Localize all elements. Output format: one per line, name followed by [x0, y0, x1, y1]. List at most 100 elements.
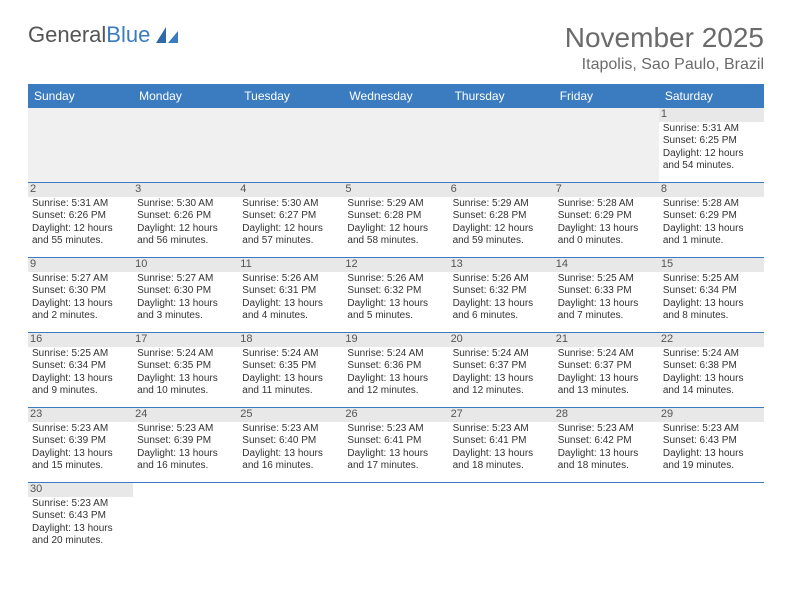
day-info-line: Daylight: 12 hours	[32, 223, 129, 236]
week-row: 2Sunrise: 5:31 AMSunset: 6:26 PMDaylight…	[28, 183, 764, 258]
weekday-header: Saturday	[659, 84, 764, 108]
day-info-line: Sunset: 6:33 PM	[558, 285, 655, 298]
day-info-line: and 10 minutes.	[137, 385, 234, 398]
day-cell: 11Sunrise: 5:26 AMSunset: 6:31 PMDayligh…	[238, 258, 343, 332]
location: Itapolis, Sao Paulo, Brazil	[565, 56, 764, 74]
week-row: 1Sunrise: 5:31 AMSunset: 6:25 PMDaylight…	[28, 108, 764, 183]
day-cell: 2Sunrise: 5:31 AMSunset: 6:26 PMDaylight…	[28, 183, 133, 257]
day-info-line: Sunrise: 5:28 AM	[663, 198, 760, 211]
day-info-line: Daylight: 13 hours	[32, 448, 129, 461]
day-info-line: and 11 minutes.	[242, 385, 339, 398]
day-info-line: and 16 minutes.	[137, 460, 234, 473]
day-info-line: Sunrise: 5:24 AM	[453, 348, 550, 361]
day-cell-empty	[238, 108, 343, 182]
day-info-line: Daylight: 13 hours	[558, 298, 655, 311]
day-cell-empty	[238, 483, 343, 557]
day-info-line: Sunrise: 5:28 AM	[558, 198, 655, 211]
day-info-line: and 20 minutes.	[32, 535, 129, 548]
weekday-header: Sunday	[28, 84, 133, 108]
day-cell: 23Sunrise: 5:23 AMSunset: 6:39 PMDayligh…	[28, 408, 133, 482]
day-info-line: Sunrise: 5:24 AM	[558, 348, 655, 361]
month-title: November 2025	[565, 22, 764, 54]
weekday-header: Monday	[133, 84, 238, 108]
day-info-line: Daylight: 13 hours	[347, 298, 444, 311]
day-cell-empty	[659, 483, 764, 557]
day-info-line: Daylight: 13 hours	[137, 448, 234, 461]
day-info-line: Sunset: 6:37 PM	[453, 360, 550, 373]
day-cell: 20Sunrise: 5:24 AMSunset: 6:37 PMDayligh…	[449, 333, 554, 407]
day-info-line: Daylight: 12 hours	[347, 223, 444, 236]
day-info-line: Sunrise: 5:23 AM	[347, 423, 444, 436]
day-info-line: Sunrise: 5:29 AM	[347, 198, 444, 211]
day-cell-empty	[343, 108, 448, 182]
day-number: 11	[238, 258, 343, 272]
day-info-line: Daylight: 13 hours	[137, 373, 234, 386]
day-info-line: Sunrise: 5:23 AM	[137, 423, 234, 436]
day-info-line: Daylight: 12 hours	[242, 223, 339, 236]
day-info-line: and 12 minutes.	[347, 385, 444, 398]
day-cell: 16Sunrise: 5:25 AMSunset: 6:34 PMDayligh…	[28, 333, 133, 407]
weekday-header: Wednesday	[343, 84, 448, 108]
week-row: 16Sunrise: 5:25 AMSunset: 6:34 PMDayligh…	[28, 333, 764, 408]
day-info-line: Sunrise: 5:30 AM	[137, 198, 234, 211]
day-info-line: Sunset: 6:35 PM	[242, 360, 339, 373]
day-info-line: Sunset: 6:27 PM	[242, 210, 339, 223]
day-cell: 15Sunrise: 5:25 AMSunset: 6:34 PMDayligh…	[659, 258, 764, 332]
day-info-line: Sunset: 6:30 PM	[137, 285, 234, 298]
day-info-line: Sunrise: 5:23 AM	[453, 423, 550, 436]
day-info-line: and 58 minutes.	[347, 235, 444, 248]
day-number: 1	[659, 108, 764, 122]
day-info-line: and 14 minutes.	[663, 385, 760, 398]
day-cell-empty	[343, 483, 448, 557]
day-info-line: Sunset: 6:32 PM	[453, 285, 550, 298]
day-info-line: Sunrise: 5:23 AM	[558, 423, 655, 436]
day-info-line: Sunrise: 5:24 AM	[242, 348, 339, 361]
weekday-header: Thursday	[449, 84, 554, 108]
day-info-line: Daylight: 12 hours	[453, 223, 550, 236]
day-number: 21	[554, 333, 659, 347]
day-info-line: and 13 minutes.	[558, 385, 655, 398]
day-info-line: and 16 minutes.	[242, 460, 339, 473]
day-number: 23	[28, 408, 133, 422]
day-info-line: Sunrise: 5:23 AM	[663, 423, 760, 436]
day-cell: 14Sunrise: 5:25 AMSunset: 6:33 PMDayligh…	[554, 258, 659, 332]
day-cell: 28Sunrise: 5:23 AMSunset: 6:42 PMDayligh…	[554, 408, 659, 482]
day-info-line: Sunset: 6:38 PM	[663, 360, 760, 373]
day-cell: 12Sunrise: 5:26 AMSunset: 6:32 PMDayligh…	[343, 258, 448, 332]
weekday-header-row: SundayMondayTuesdayWednesdayThursdayFrid…	[28, 84, 764, 108]
day-cell: 30Sunrise: 5:23 AMSunset: 6:43 PMDayligh…	[28, 483, 133, 557]
day-info-line: Sunset: 6:40 PM	[242, 435, 339, 448]
day-cell: 26Sunrise: 5:23 AMSunset: 6:41 PMDayligh…	[343, 408, 448, 482]
day-number: 15	[659, 258, 764, 272]
day-info-line: Sunset: 6:36 PM	[347, 360, 444, 373]
day-info-line: Daylight: 13 hours	[453, 373, 550, 386]
day-info-line: Sunset: 6:42 PM	[558, 435, 655, 448]
day-info-line: Daylight: 13 hours	[663, 448, 760, 461]
day-cell: 27Sunrise: 5:23 AMSunset: 6:41 PMDayligh…	[449, 408, 554, 482]
day-cell-empty	[133, 483, 238, 557]
day-number: 29	[659, 408, 764, 422]
day-info-line: and 54 minutes.	[663, 160, 760, 173]
day-cell: 3Sunrise: 5:30 AMSunset: 6:26 PMDaylight…	[133, 183, 238, 257]
week-row: 9Sunrise: 5:27 AMSunset: 6:30 PMDaylight…	[28, 258, 764, 333]
day-info-line: and 3 minutes.	[137, 310, 234, 323]
day-info-line: and 18 minutes.	[558, 460, 655, 473]
day-info-line: Sunset: 6:28 PM	[347, 210, 444, 223]
day-number: 28	[554, 408, 659, 422]
day-cell-empty	[554, 108, 659, 182]
day-number: 3	[133, 183, 238, 197]
day-cell: 13Sunrise: 5:26 AMSunset: 6:32 PMDayligh…	[449, 258, 554, 332]
day-info-line: Daylight: 13 hours	[663, 223, 760, 236]
day-cell: 4Sunrise: 5:30 AMSunset: 6:27 PMDaylight…	[238, 183, 343, 257]
day-cell: 22Sunrise: 5:24 AMSunset: 6:38 PMDayligh…	[659, 333, 764, 407]
week-row: 23Sunrise: 5:23 AMSunset: 6:39 PMDayligh…	[28, 408, 764, 483]
day-number: 16	[28, 333, 133, 347]
calendar: SundayMondayTuesdayWednesdayThursdayFrid…	[28, 84, 764, 557]
day-info-line: Sunrise: 5:31 AM	[663, 123, 760, 136]
day-cell: 24Sunrise: 5:23 AMSunset: 6:39 PMDayligh…	[133, 408, 238, 482]
day-cell-empty	[554, 483, 659, 557]
day-number: 2	[28, 183, 133, 197]
day-info-line: Sunset: 6:29 PM	[558, 210, 655, 223]
day-number: 25	[238, 408, 343, 422]
day-info-line: Sunrise: 5:26 AM	[453, 273, 550, 286]
